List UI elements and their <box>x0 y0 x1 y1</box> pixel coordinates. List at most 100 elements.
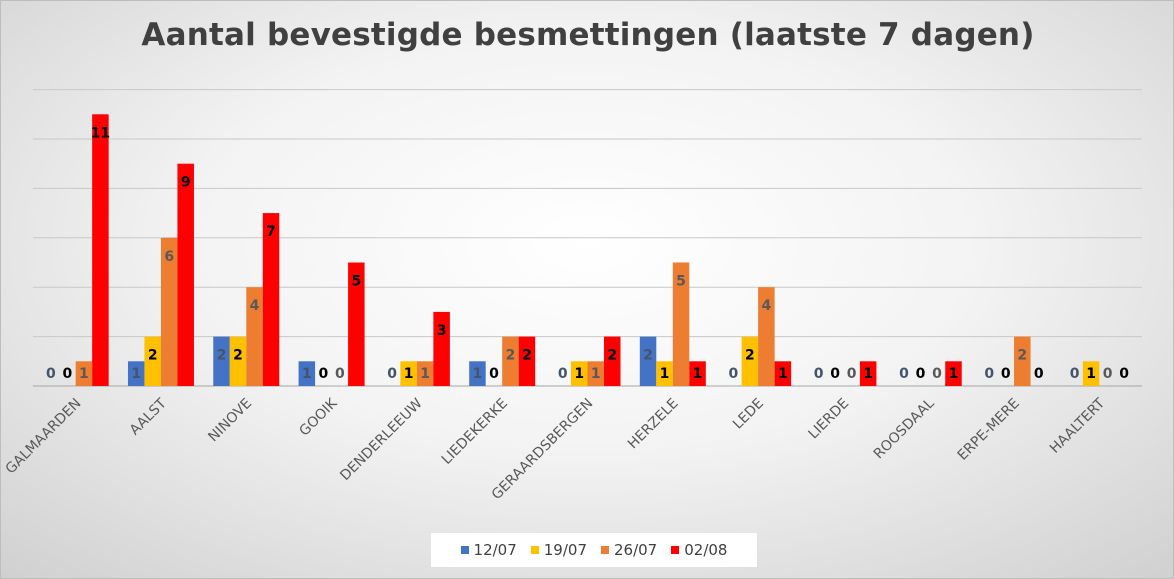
bar-26-07-geraardsbergen <box>587 361 604 386</box>
bar-group <box>75 114 1100 387</box>
x-tick-label: LEDE <box>730 396 767 433</box>
data-label: 0 <box>1070 366 1080 382</box>
x-tick-label: GOOIK <box>296 395 341 440</box>
data-label: 0 <box>1119 366 1129 382</box>
bar-26-07-aalst <box>160 237 178 386</box>
bar-26-07-lede <box>758 287 775 386</box>
data-label: 1 <box>778 366 788 382</box>
data-label: 6 <box>164 249 174 265</box>
data-label: 11 <box>91 125 110 141</box>
x-tick-label: HAALTERT <box>1047 395 1109 457</box>
x-tick-label: DENDERLEEUW <box>337 395 426 484</box>
data-label: 2 <box>506 348 516 364</box>
bar-02-08-herzele <box>689 361 706 386</box>
data-label: 0 <box>335 366 345 382</box>
legend-swatch <box>601 546 609 554</box>
legend-item: 26/07 <box>601 541 657 559</box>
data-label: 1 <box>79 366 89 382</box>
bar-12-07-gooik <box>298 361 316 386</box>
data-label: 0 <box>932 366 942 382</box>
x-tick-label: LIERDE <box>805 396 852 443</box>
data-label: 5 <box>351 274 361 290</box>
data-label: 3 <box>437 323 447 339</box>
bar-19-07-geraardsbergen <box>571 361 588 386</box>
data-label: 2 <box>643 348 653 364</box>
data-label: 2 <box>217 348 227 364</box>
bar-19-07-herzele <box>656 361 673 386</box>
data-label: 1 <box>473 366 483 382</box>
bar-02-08-liedekerke <box>518 336 536 386</box>
data-label: 1 <box>863 366 873 382</box>
data-label: 0 <box>1001 366 1011 382</box>
gridlines <box>33 89 1142 387</box>
bar-26-07-galmaarden <box>75 361 93 386</box>
data-label: 2 <box>607 348 617 364</box>
bar-26-07-ninove <box>246 287 263 386</box>
data-label: 0 <box>387 366 397 382</box>
data-label: 0 <box>489 366 499 382</box>
data-label: 2 <box>1017 348 1027 364</box>
data-label: 1 <box>404 366 414 382</box>
data-label: 9 <box>181 175 191 191</box>
data-label: 1 <box>574 366 584 382</box>
bar-19-07-lede <box>741 336 759 386</box>
data-label: 0 <box>1103 366 1113 382</box>
chart-title: Aantal bevestigde besmettingen (laatste … <box>141 17 1035 53</box>
data-label: 0 <box>916 366 926 382</box>
bar-26-07-denderleeuw <box>416 361 434 386</box>
bar-19-07-aalst <box>144 336 161 386</box>
data-label: 0 <box>728 366 738 382</box>
bar-26-07-herzele <box>672 262 690 386</box>
bar-26-07-liedekerke <box>502 336 519 386</box>
data-label: 4 <box>761 298 771 314</box>
bar-12-07-herzele <box>639 336 657 386</box>
data-label: 5 <box>676 274 686 290</box>
legend-swatch <box>460 546 469 554</box>
x-tick-label: ROOSDAAL <box>871 395 938 462</box>
bar-12-07-ninove <box>213 336 230 386</box>
bar-02-08-geraardsbergen <box>604 336 621 386</box>
data-label: 1 <box>420 366 430 382</box>
data-label: 1 <box>1086 366 1096 382</box>
bar-26-07-erpe-mere <box>1014 336 1031 386</box>
data-label: 2 <box>233 348 243 364</box>
data-label: 4 <box>250 298 260 314</box>
x-tick-label: NINOVE <box>205 396 255 446</box>
bar-02-08-denderleeuw <box>433 311 450 386</box>
data-label: 1 <box>949 366 959 382</box>
bar-02-08-gooik <box>348 262 365 386</box>
data-label: 0 <box>899 366 909 382</box>
legend-label: 19/07 <box>543 541 587 559</box>
bar-02-08-lede <box>774 361 792 386</box>
bar-02-08-ninove <box>262 213 280 386</box>
x-tick-label: GALMAARDEN <box>3 396 85 478</box>
x-tick-label: LIEDEKERKE <box>439 396 511 468</box>
x-tick-label: HERZELE <box>625 396 682 453</box>
data-label: 0 <box>847 366 857 382</box>
legend-swatch <box>530 546 539 554</box>
x-tick-label: AALST <box>127 395 170 438</box>
legend: 12/07 19/07 26/07 02/08 <box>431 533 757 567</box>
data-label: 0 <box>830 366 840 382</box>
bar-19-07-ninove <box>229 336 247 386</box>
data-label: 2 <box>148 348 158 364</box>
legend-label: 12/07 <box>473 541 517 559</box>
data-label: 0 <box>318 366 328 382</box>
data-label: 0 <box>63 366 73 382</box>
bar-02-08-galmaarden <box>92 114 109 387</box>
bar-12-07-liedekerke <box>469 361 486 386</box>
data-label: 0 <box>558 366 568 382</box>
data-label: 0 <box>984 366 994 382</box>
data-label: 7 <box>266 224 276 240</box>
legend-swatch <box>671 546 680 554</box>
bar-19-07-denderleeuw <box>400 361 417 386</box>
legend-item: 02/08 <box>671 541 727 559</box>
bar-12-07-aalst <box>127 361 145 386</box>
legend-item: 12/07 <box>460 541 517 559</box>
legend-label: 02/08 <box>684 541 728 559</box>
data-label: 2 <box>522 348 532 364</box>
data-label: 0 <box>814 366 824 382</box>
